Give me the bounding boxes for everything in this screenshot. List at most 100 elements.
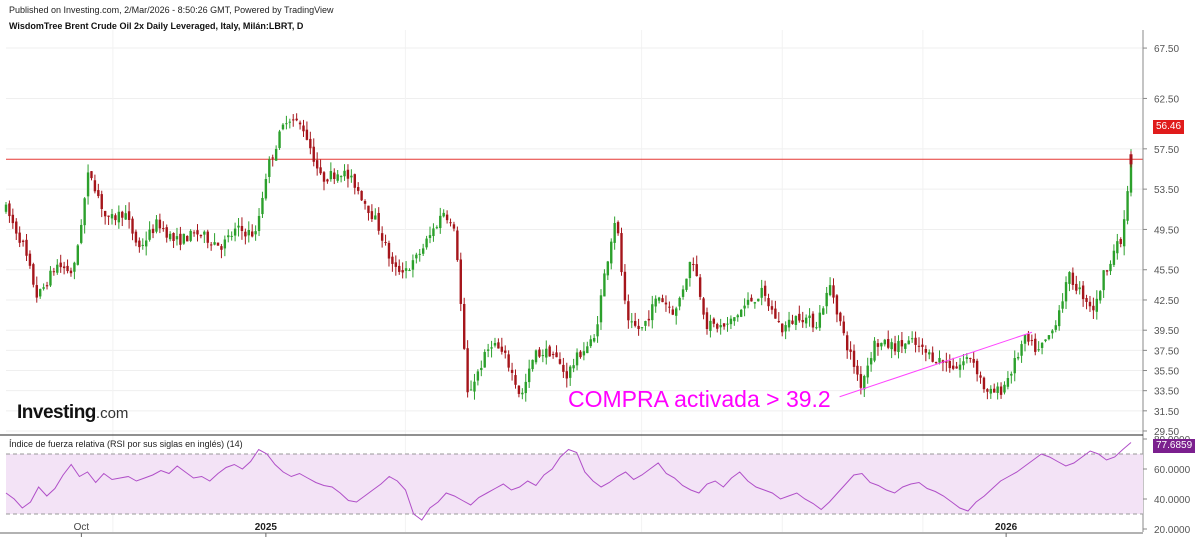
candle-body (117, 211, 121, 223)
candle-body (863, 375, 866, 390)
candle-body (914, 337, 917, 345)
candle-body (521, 392, 524, 395)
candle-body (558, 359, 562, 364)
candle-body (1129, 155, 1133, 193)
candle-body (1122, 219, 1126, 247)
candle-body (319, 167, 322, 174)
candle-body (856, 365, 859, 375)
candle-body (1023, 334, 1027, 344)
candle-body (391, 256, 394, 264)
candle-body (719, 325, 722, 328)
candle-body (486, 349, 490, 351)
candle-body (705, 312, 709, 330)
candle-body (203, 231, 206, 235)
candle-body (264, 178, 268, 199)
candle-body (1040, 342, 1044, 348)
candle-body (504, 350, 507, 353)
candle-body (880, 342, 883, 347)
candle-body (750, 297, 753, 302)
candle-body (322, 172, 326, 182)
candle-body (781, 323, 784, 333)
candle-body (664, 302, 668, 305)
candle-body (767, 298, 770, 307)
candle-body (421, 248, 425, 254)
candle-body (62, 266, 66, 269)
price-tick-label: 29.50 (1154, 427, 1179, 438)
candle-body (439, 215, 442, 229)
candle-body (404, 268, 408, 271)
candle-body (158, 219, 162, 229)
candle-body (28, 253, 32, 266)
candle-body (1054, 325, 1057, 330)
candle-body (514, 375, 517, 385)
candle-body (1051, 330, 1054, 334)
candle-body (736, 315, 739, 318)
axes (0, 30, 1144, 534)
candle-body (268, 159, 271, 177)
candle-body (377, 212, 380, 231)
candle-body (900, 340, 904, 347)
candle-body (278, 131, 281, 148)
candle-body (435, 227, 439, 229)
candle-body (312, 146, 315, 162)
candle-body (675, 308, 678, 316)
candle-body (1006, 378, 1010, 387)
candle-body (688, 261, 692, 279)
candle-body (842, 321, 845, 334)
candle-body (80, 224, 83, 243)
candle-body (934, 362, 938, 364)
candle-body (418, 253, 421, 255)
candle-body (1071, 272, 1075, 285)
candle-body (138, 240, 141, 248)
candle-body (408, 270, 411, 272)
candle-body (1099, 291, 1102, 301)
candle-body (962, 361, 965, 366)
candle-body (114, 215, 117, 221)
candle-body (261, 197, 264, 215)
candle-body (931, 352, 934, 362)
last-candle-body (1129, 154, 1133, 165)
candle-body (876, 343, 880, 347)
candle-body (285, 123, 288, 125)
candle-body (586, 346, 589, 354)
candle-body (168, 233, 172, 240)
candle-body (8, 203, 11, 217)
price-tick-label: 42.50 (1154, 296, 1179, 307)
candle-body (374, 215, 377, 220)
candle-body (1020, 344, 1023, 356)
candle-body (1064, 282, 1068, 302)
candle-body (989, 388, 993, 394)
candle-body (100, 194, 103, 209)
candle-body (644, 321, 647, 326)
candle-body (21, 240, 25, 242)
candle-body (1119, 239, 1122, 245)
candle-body (497, 342, 500, 349)
rsi-value-badge: 77.6859 (1153, 439, 1196, 453)
candle-body (199, 234, 203, 237)
candle-body (753, 302, 757, 304)
buy-annotation: COMPRA activada > 39.2 (568, 386, 831, 412)
candle-body (969, 357, 972, 359)
candle-body (722, 323, 726, 327)
candle-body (541, 355, 545, 357)
candle-body (15, 221, 18, 234)
candle-body (592, 337, 596, 342)
candle-body (1016, 356, 1020, 359)
candle-body (428, 235, 432, 239)
candle-body (743, 305, 746, 309)
price-tick-label: 57.50 (1154, 145, 1179, 156)
logo-main: Investing (17, 402, 96, 423)
candle-body (380, 233, 384, 241)
candle-body (476, 371, 480, 381)
candle-body (1078, 287, 1081, 290)
candle-body (131, 218, 134, 234)
candle-body (651, 304, 654, 321)
price-tick-label: 67.50 (1154, 44, 1179, 55)
candle-body (712, 318, 716, 324)
candle-body (172, 233, 175, 241)
candle-body (1044, 339, 1047, 342)
candle-body (134, 231, 138, 243)
candle-body (890, 342, 893, 350)
candle-body (633, 321, 637, 326)
